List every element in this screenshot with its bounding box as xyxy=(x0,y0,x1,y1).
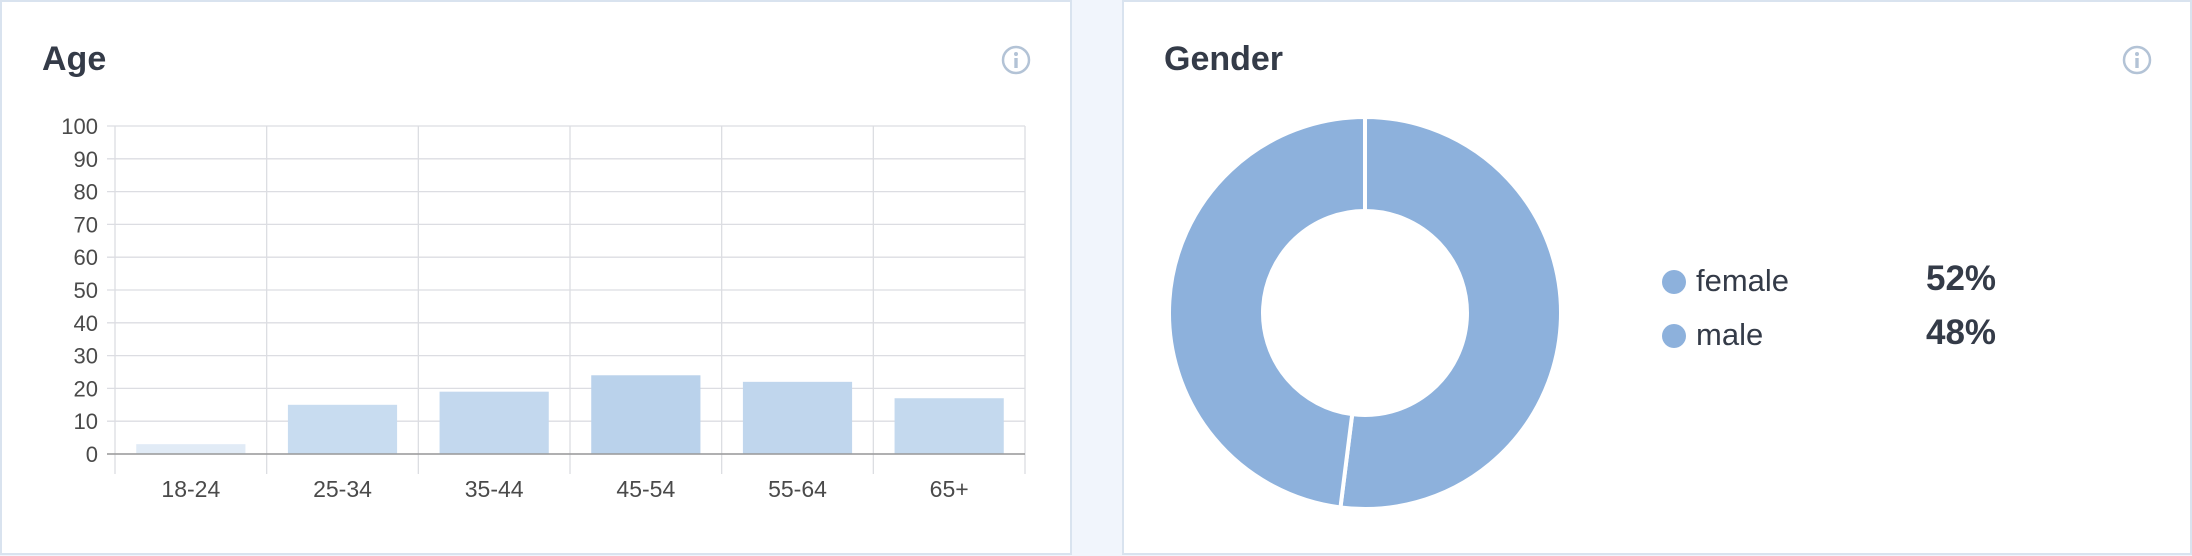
x-tick-label: 45-54 xyxy=(616,476,675,502)
y-tick-label: 50 xyxy=(74,278,98,303)
bar-65+ xyxy=(894,398,1004,454)
legend-dot-male xyxy=(1662,324,1686,348)
legend-dot-female xyxy=(1662,270,1686,294)
legend-value-male: 48% xyxy=(1926,313,1997,352)
legend-label-male: male xyxy=(1696,317,1764,352)
gender-card: Gender female 52% male 48% xyxy=(1122,0,2192,555)
slice-female xyxy=(1338,114,1563,511)
info-icon[interactable] xyxy=(1000,44,1032,76)
bar-35-44 xyxy=(439,391,549,454)
x-tick-label: 65+ xyxy=(930,476,969,502)
bar-45-54 xyxy=(591,375,701,454)
x-tick-label: 35-44 xyxy=(465,476,524,502)
y-tick-label: 40 xyxy=(74,311,98,336)
bar-18-24 xyxy=(136,444,246,454)
legend-label-female: female xyxy=(1696,263,1790,298)
bar-55-64 xyxy=(742,381,853,454)
y-tick-label: 30 xyxy=(74,344,98,369)
x-tick-label: 18-24 xyxy=(161,476,220,502)
gender-title: Gender xyxy=(1164,40,1284,78)
bar-25-34 xyxy=(287,404,398,454)
x-tick-label: 55-64 xyxy=(768,476,827,502)
y-tick-label: 0 xyxy=(86,442,98,467)
age-card: Age 0 10 20 30 40 50 60 70 80 90 100 18-24 25-34 35-4… xyxy=(0,0,1072,555)
y-tick-label: 90 xyxy=(74,147,98,172)
age-bar-chart: 0 10 20 30 40 50 60 70 80 90 100 18-24 25-34 35-44 45-… xyxy=(61,114,1026,502)
y-tick-label: 70 xyxy=(74,212,98,237)
x-tick-label: 25-34 xyxy=(313,476,372,502)
legend-item-male[interactable]: male 48% xyxy=(1662,311,2022,365)
y-tick-label: 10 xyxy=(74,409,98,434)
y-tick-label: 20 xyxy=(74,376,98,401)
slice-male xyxy=(1167,114,1367,510)
y-tick-label: 100 xyxy=(61,114,98,139)
age-title: Age xyxy=(42,40,107,78)
y-tick-label: 60 xyxy=(74,245,98,270)
y-tick-label: 80 xyxy=(74,180,98,205)
gender-legend: female 52% male 48% xyxy=(1662,257,2022,365)
info-icon[interactable] xyxy=(2121,44,2153,76)
gender-donut-chart xyxy=(1167,114,1563,511)
legend-item-female[interactable]: female 52% xyxy=(1662,257,2022,311)
legend-value-female: 52% xyxy=(1926,259,1997,298)
